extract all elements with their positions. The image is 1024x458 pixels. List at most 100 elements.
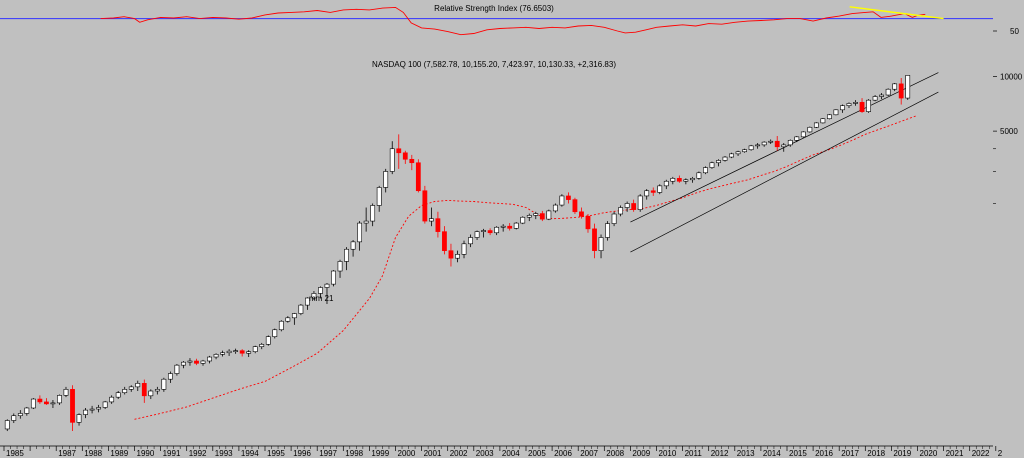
candle-body bbox=[187, 360, 193, 363]
candle-body bbox=[533, 213, 539, 216]
x-tick-label: 1995 bbox=[267, 449, 285, 458]
candle bbox=[83, 407, 88, 419]
candle bbox=[559, 194, 565, 207]
candle bbox=[742, 148, 747, 153]
candle-body bbox=[663, 180, 669, 187]
x-tick-label: 2005 bbox=[528, 449, 546, 458]
x-tick-label: 2021 bbox=[946, 449, 964, 458]
channel-line bbox=[630, 72, 939, 223]
candle bbox=[220, 350, 225, 357]
candle bbox=[298, 303, 304, 316]
candle bbox=[181, 360, 186, 369]
candle bbox=[781, 143, 787, 152]
candle bbox=[89, 405, 95, 414]
x-tick-label: 1999 bbox=[371, 449, 389, 458]
candle-body bbox=[735, 151, 741, 155]
candle-body bbox=[709, 162, 715, 168]
rsi-line bbox=[100, 6, 926, 36]
candle-body bbox=[761, 141, 767, 146]
x-tick-label: 1989 bbox=[110, 449, 128, 458]
candle bbox=[213, 353, 219, 360]
candle-body bbox=[598, 237, 604, 251]
candle-body bbox=[866, 99, 871, 112]
candle bbox=[696, 171, 702, 180]
candle bbox=[161, 377, 167, 392]
candle bbox=[402, 150, 408, 164]
candle bbox=[905, 75, 911, 100]
candle bbox=[709, 161, 715, 169]
candle bbox=[494, 226, 500, 236]
candle bbox=[135, 380, 141, 392]
candle bbox=[102, 400, 108, 410]
candle bbox=[246, 350, 252, 358]
candle bbox=[566, 192, 571, 204]
candle-body bbox=[278, 320, 284, 331]
candle bbox=[265, 335, 271, 346]
candle bbox=[546, 209, 552, 221]
candle-body bbox=[63, 389, 69, 396]
candle-body bbox=[154, 389, 160, 392]
candle bbox=[96, 404, 102, 413]
x-tick-label: 2006 bbox=[554, 449, 572, 458]
candle-body bbox=[285, 317, 291, 322]
candle bbox=[285, 316, 291, 323]
candle bbox=[4, 419, 10, 432]
x-tick-label: 1993 bbox=[215, 449, 233, 458]
candle-body bbox=[559, 195, 565, 206]
candle bbox=[109, 395, 115, 404]
candle bbox=[520, 216, 526, 225]
candle bbox=[167, 371, 173, 383]
candle bbox=[833, 109, 839, 116]
candle bbox=[11, 413, 17, 424]
candle-body bbox=[57, 395, 62, 404]
candle-body bbox=[703, 167, 708, 174]
candle-body bbox=[572, 199, 578, 213]
rsi-trendline bbox=[849, 6, 944, 20]
candle-body bbox=[833, 109, 839, 116]
candle-body bbox=[207, 356, 212, 362]
candle bbox=[605, 221, 610, 241]
candle-body bbox=[4, 420, 10, 430]
rsi-title: Relative Strength Index (76.6503) bbox=[434, 4, 554, 13]
candle bbox=[344, 247, 349, 271]
candle-body bbox=[455, 254, 460, 259]
candle-body bbox=[435, 218, 441, 232]
candle-body bbox=[494, 226, 500, 234]
candle-body bbox=[128, 386, 134, 390]
candle bbox=[879, 93, 885, 100]
candle bbox=[552, 203, 558, 213]
candle bbox=[703, 166, 708, 175]
candle-body bbox=[546, 210, 552, 220]
candle-body bbox=[174, 364, 180, 374]
candle bbox=[787, 139, 793, 147]
candle-body bbox=[11, 415, 17, 421]
candle bbox=[572, 197, 578, 215]
candle-body bbox=[17, 413, 23, 417]
candle bbox=[592, 223, 597, 259]
x-tick-label: 1985 bbox=[6, 449, 24, 458]
candle-body bbox=[755, 144, 761, 147]
candle-body bbox=[552, 204, 558, 212]
x-tick-label: 2020 bbox=[920, 449, 938, 458]
candle-body bbox=[566, 195, 571, 200]
price-panel bbox=[4, 72, 939, 432]
candle-body bbox=[722, 156, 728, 161]
candle bbox=[363, 207, 369, 232]
candle bbox=[337, 259, 343, 278]
candle-body bbox=[357, 222, 363, 243]
candle bbox=[422, 185, 428, 224]
candle bbox=[194, 358, 199, 366]
candle bbox=[813, 122, 819, 129]
candle-body bbox=[840, 105, 845, 111]
candle bbox=[683, 178, 689, 185]
x-tick-label: 2002 bbox=[450, 449, 468, 458]
candle-body bbox=[167, 373, 173, 380]
x-tick-label: 1990 bbox=[137, 449, 155, 458]
candle bbox=[174, 363, 180, 376]
candle bbox=[618, 205, 624, 217]
candle-body bbox=[70, 389, 75, 423]
candle-body bbox=[448, 250, 454, 259]
candle-body bbox=[291, 313, 297, 319]
candle bbox=[663, 179, 669, 190]
